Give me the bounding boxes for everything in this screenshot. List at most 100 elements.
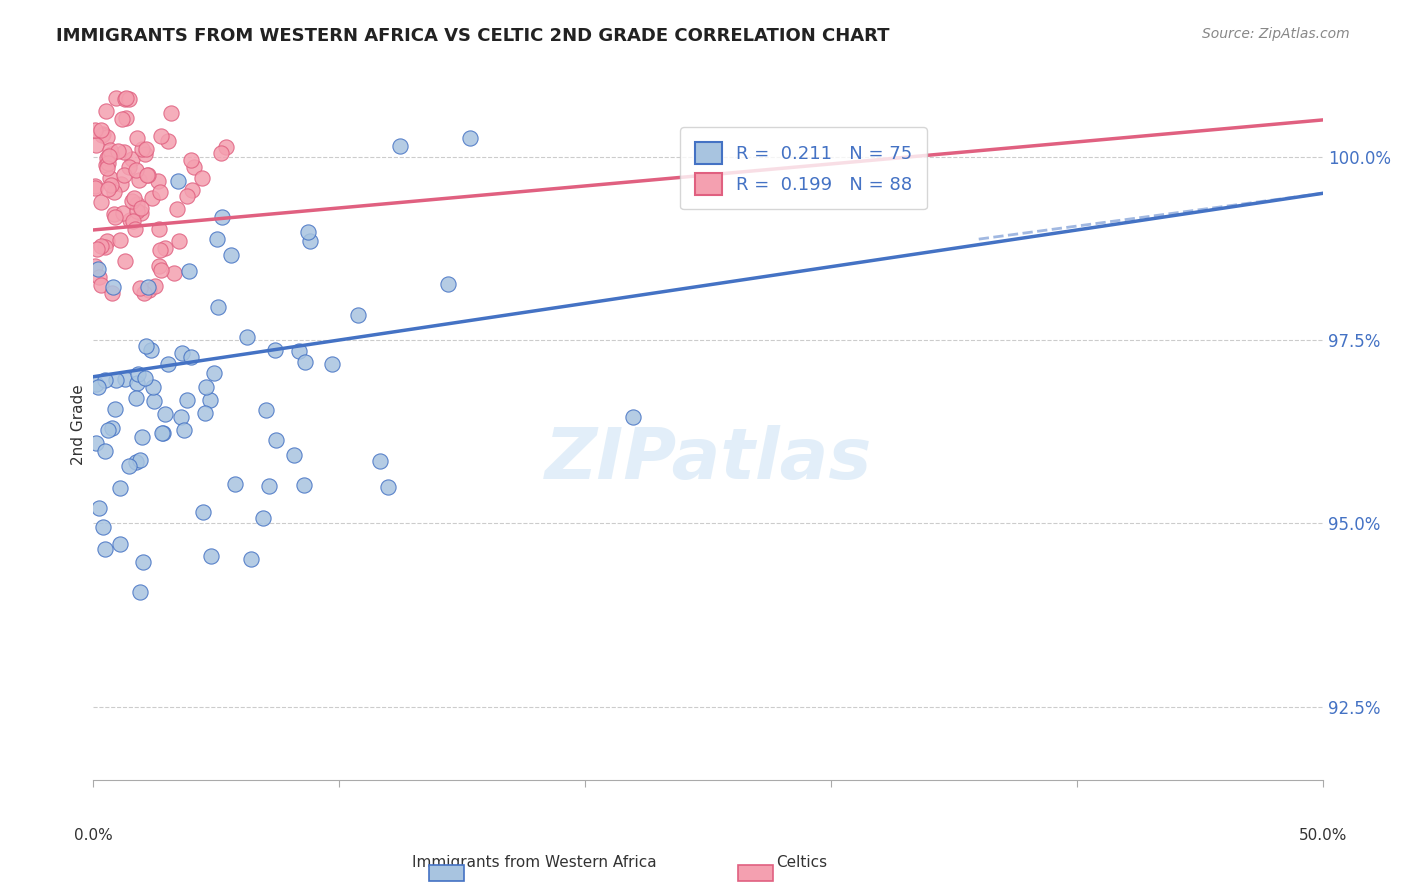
Point xyxy=(97,423,120,437)
Point xyxy=(389,139,412,153)
Point xyxy=(264,433,287,447)
Point xyxy=(148,174,170,188)
Point xyxy=(143,394,166,409)
Point xyxy=(347,308,370,322)
Point xyxy=(219,247,242,261)
Point xyxy=(368,454,391,468)
Text: ZIPatlas: ZIPatlas xyxy=(544,425,872,494)
Point xyxy=(209,145,232,160)
Point xyxy=(148,222,170,236)
Point xyxy=(458,130,481,145)
Point xyxy=(180,183,202,197)
Point xyxy=(125,162,148,177)
Point xyxy=(141,191,163,205)
Point xyxy=(103,185,125,199)
Point xyxy=(97,182,120,196)
Point xyxy=(124,222,146,236)
Point xyxy=(150,263,173,277)
Point xyxy=(87,380,110,394)
Point xyxy=(87,269,110,284)
Point xyxy=(150,425,173,440)
Text: Immigrants from Western Africa: Immigrants from Western Africa xyxy=(412,855,657,870)
Point xyxy=(321,357,343,371)
Point xyxy=(159,106,181,120)
Point xyxy=(112,206,135,220)
Point xyxy=(211,211,233,225)
Point xyxy=(191,505,214,519)
Text: Source: ZipAtlas.com: Source: ZipAtlas.com xyxy=(1202,27,1350,41)
Point xyxy=(155,241,177,255)
Point xyxy=(152,425,174,440)
Point xyxy=(94,373,117,387)
Point xyxy=(263,343,285,358)
Point xyxy=(297,226,319,240)
Point xyxy=(87,500,110,515)
Point xyxy=(131,555,153,569)
Point xyxy=(125,391,148,405)
Point xyxy=(138,283,160,297)
Point xyxy=(118,92,141,106)
Point xyxy=(288,343,311,358)
Point xyxy=(98,144,121,158)
Point xyxy=(176,189,198,203)
Point xyxy=(83,178,105,193)
Point xyxy=(114,112,136,126)
Point xyxy=(176,392,198,407)
Point xyxy=(110,178,132,192)
Point xyxy=(153,407,176,421)
Point xyxy=(91,127,114,141)
Point xyxy=(121,194,143,208)
Point xyxy=(157,357,180,371)
Point xyxy=(114,254,136,268)
Point xyxy=(129,206,152,220)
Point xyxy=(129,453,152,467)
Point xyxy=(180,351,202,365)
Point xyxy=(191,170,214,185)
Point xyxy=(128,172,150,186)
Point xyxy=(224,477,246,491)
Point xyxy=(105,91,128,105)
Point xyxy=(195,380,218,394)
Point xyxy=(142,380,165,394)
Point xyxy=(121,153,143,167)
Point xyxy=(202,366,225,380)
Point xyxy=(183,160,205,174)
Text: 50.0%: 50.0% xyxy=(1299,828,1347,843)
Point xyxy=(148,260,170,274)
Point xyxy=(90,239,112,253)
Point xyxy=(127,131,149,145)
Point xyxy=(173,423,195,437)
Point xyxy=(292,477,315,491)
Point xyxy=(93,542,115,557)
Point xyxy=(90,123,112,137)
Point xyxy=(90,277,112,292)
Point xyxy=(127,197,149,211)
Point xyxy=(100,147,122,161)
Point xyxy=(104,401,127,416)
Point xyxy=(157,134,180,148)
Point xyxy=(104,373,127,387)
Point xyxy=(134,147,156,161)
Point xyxy=(94,240,117,254)
Point xyxy=(83,180,105,194)
Point xyxy=(90,195,112,210)
Point xyxy=(103,207,125,221)
Point xyxy=(214,140,236,154)
Point xyxy=(101,420,124,434)
Point xyxy=(136,279,159,293)
Point xyxy=(180,153,202,168)
Point xyxy=(114,372,136,386)
Point xyxy=(131,430,153,444)
Point xyxy=(377,480,399,494)
Point xyxy=(136,168,159,182)
Point xyxy=(118,459,141,474)
Legend: R =  0.211   N = 75, R =  0.199   N = 88: R = 0.211 N = 75, R = 0.199 N = 88 xyxy=(681,128,927,210)
Point xyxy=(207,300,229,314)
Point xyxy=(101,285,124,300)
Text: 0.0%: 0.0% xyxy=(73,828,112,843)
Point xyxy=(84,436,107,450)
Point xyxy=(96,103,118,118)
Point xyxy=(200,549,222,563)
Point xyxy=(122,214,145,228)
Point xyxy=(149,128,172,143)
